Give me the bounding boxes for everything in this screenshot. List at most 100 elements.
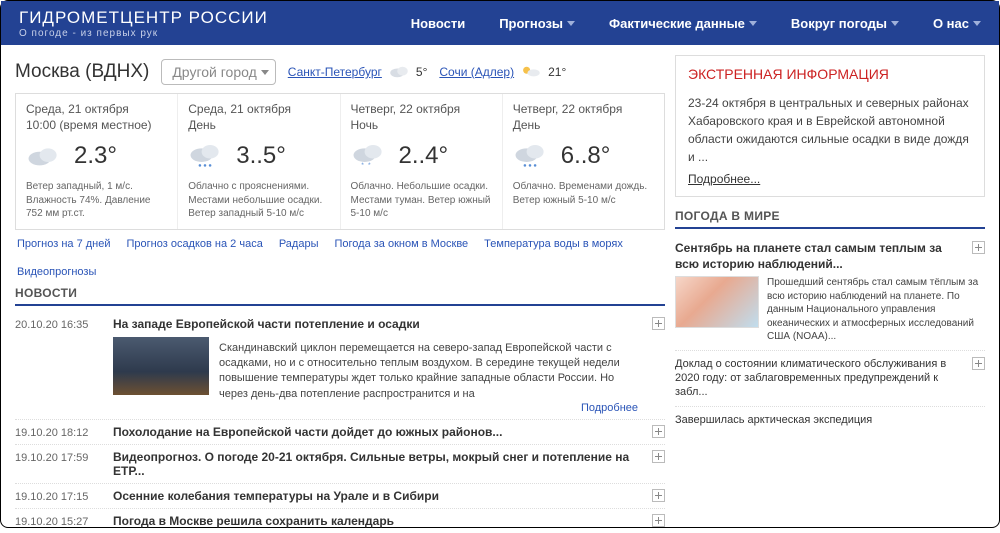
news-title[interactable]: Похолодание на Европейской части дойдет … (113, 425, 642, 439)
forecast-sub: День (513, 118, 654, 132)
expand-icon[interactable] (652, 425, 665, 438)
nav-label: Прогнозы (499, 16, 563, 31)
nav-label: Фактические данные (609, 16, 745, 31)
alert-box: ЭКСТРЕННАЯ ИНФОРМАЦИЯ 23-24 октября в це… (675, 55, 985, 197)
forecast-cell[interactable]: Среда, 21 октября 10:00 (время местное) … (16, 94, 178, 229)
news-title[interactable]: Видеопрогноз. О погоде 20-21 октября. Си… (113, 450, 642, 478)
world-item: Доклад о состоянии климатического обслуж… (675, 351, 985, 407)
news-item: 19.10.20 18:12 Похолодание на Европейско… (15, 420, 665, 445)
forecast-row: Среда, 21 октября 10:00 (время местное) … (15, 93, 665, 230)
alert-more-link[interactable]: Подробнее... (688, 172, 760, 186)
sun-cloud-icon (520, 65, 542, 79)
news-body: Скандинавский циклон перемещается на сев… (219, 341, 642, 403)
cloud-icon (388, 65, 410, 79)
link-radars[interactable]: Радары (279, 238, 319, 250)
expand-icon[interactable] (652, 317, 665, 330)
city-selector-label: Другой город (172, 64, 256, 80)
news-title[interactable]: На западе Европейской части потепление и… (113, 317, 642, 331)
nav-news[interactable]: Новости (411, 16, 466, 31)
cloud-icon (26, 142, 60, 170)
chevron-down-icon (567, 21, 575, 26)
link-sea-temp[interactable]: Температура воды в морях (484, 238, 623, 250)
world-title[interactable]: Доклад о состоянии климатического обслуж… (675, 357, 966, 400)
link-7-day[interactable]: Прогноз на 7 дней (17, 238, 111, 250)
forecast-date: Среда, 21 октября (26, 102, 167, 116)
forecast-temp: 2..4° (399, 142, 449, 170)
forecast-desc: Ветер западный, 1 м/с. Влажность 74%. Да… (26, 180, 167, 221)
logo-block: ГИДРОМЕТЦЕНТР РОССИИ О погоде - из первы… (19, 8, 268, 39)
expand-icon[interactable] (652, 514, 665, 527)
news-item: 19.10.20 17:15 Осенние колебания темпера… (15, 484, 665, 509)
cloud-snow-icon: ** (351, 142, 385, 170)
world-title[interactable]: Завершилась арктическая экспедиция (675, 413, 985, 427)
quick-city-spb: Санкт-Петербург 5° (288, 65, 428, 79)
quick-city-temp: 21° (548, 65, 566, 79)
link-video[interactable]: Видеопрогнозы (17, 266, 96, 278)
forecast-temp: 2.3° (74, 142, 117, 170)
link-window-moscow[interactable]: Погода за окном в Москве (334, 238, 468, 250)
expand-icon[interactable] (972, 241, 985, 254)
main-nav: Новости Прогнозы Фактические данные Вокр… (411, 16, 981, 31)
news-title[interactable]: Осенние колебания температуры на Урале и… (113, 489, 642, 503)
quick-city-link[interactable]: Сочи (Адлер) (439, 65, 514, 79)
expand-icon[interactable] (652, 450, 665, 463)
news-item: 19.10.20 17:59 Видеопрогноз. О погоде 20… (15, 445, 665, 484)
news-time: 19.10.20 17:59 (15, 450, 103, 464)
site-header: ГИДРОМЕТЦЕНТР РОССИИ О погоде - из первы… (1, 1, 999, 45)
quick-city-link[interactable]: Санкт-Петербург (288, 65, 382, 79)
nav-label: Новости (411, 16, 466, 31)
forecast-cell[interactable]: Четверг, 22 октября Ночь ** 2..4° Облачн… (341, 94, 503, 229)
link-precip-2h[interactable]: Прогноз осадков на 2 часа (127, 238, 263, 250)
news-thumbnail (113, 337, 209, 395)
forecast-desc: Облачно. Небольшие осадки. Местами туман… (351, 180, 492, 221)
nav-label: О нас (933, 16, 969, 31)
world-title[interactable]: Сентябрь на планете стал самым теплым за… (675, 241, 966, 272)
forecast-temp: 6..8° (561, 142, 611, 170)
cloud-rain-icon (513, 142, 547, 170)
forecast-cell[interactable]: Среда, 21 октября День 3..5° Облачно с п… (178, 94, 340, 229)
city-selector[interactable]: Другой город (161, 59, 275, 85)
news-time: 19.10.20 18:12 (15, 425, 103, 439)
forecast-links: Прогноз на 7 дней Прогноз осадков на 2 ч… (15, 230, 665, 286)
news-title[interactable]: Погода в Москве решила сохранить календа… (113, 514, 642, 528)
world-featured: Сентябрь на планете стал самым теплым за… (675, 235, 985, 351)
news-more-link[interactable]: Подробнее (581, 402, 638, 414)
nav-actual-data[interactable]: Фактические данные (609, 16, 757, 31)
world-item: Завершилась арктическая экспедиция (675, 407, 985, 433)
expand-icon[interactable] (972, 357, 985, 370)
svg-text:*: * (361, 162, 364, 169)
nav-around-weather[interactable]: Вокруг погоды (791, 16, 899, 31)
forecast-sub: Ночь (351, 118, 492, 132)
current-city: Москва (ВДНХ) (15, 61, 149, 83)
news-featured: 20.10.20 16:35 На западе Европейской час… (15, 312, 665, 421)
cloud-rain-icon (188, 142, 222, 170)
forecast-sub: День (188, 118, 329, 132)
news-time: 20.10.20 16:35 (15, 317, 103, 331)
chevron-down-icon (749, 21, 757, 26)
site-title: ГИДРОМЕТЦЕНТР РОССИИ (19, 8, 268, 28)
chevron-down-icon (891, 21, 899, 26)
world-section-title: ПОГОДА В МИРЕ (675, 209, 985, 229)
news-item: 19.10.20 15:27 Погода в Москве решила со… (15, 509, 665, 533)
forecast-date: Четверг, 22 октября (513, 102, 654, 116)
expand-icon[interactable] (652, 489, 665, 502)
forecast-temp: 3..5° (236, 142, 286, 170)
chevron-down-icon (973, 21, 981, 26)
svg-text:*: * (368, 162, 371, 169)
nav-forecasts[interactable]: Прогнозы (499, 16, 575, 31)
world-body: Прошедший сентябрь стал самым тёплым за … (767, 276, 985, 344)
forecast-sub: 10:00 (время местное) (26, 118, 167, 132)
nav-label: Вокруг погоды (791, 16, 887, 31)
news-time: 19.10.20 15:27 (15, 514, 103, 528)
forecast-desc: Облачно с прояснениями. Местами небольши… (188, 180, 329, 221)
nav-about[interactable]: О нас (933, 16, 981, 31)
quick-city-sochi: Сочи (Адлер) 21° (439, 65, 566, 79)
alert-body: 23-24 октября в центральных и северных р… (688, 94, 972, 166)
world-thumbnail (675, 276, 759, 328)
forecast-cell[interactable]: Четверг, 22 октября День 6..8° Облачно. … (503, 94, 664, 229)
news-time: 19.10.20 17:15 (15, 489, 103, 503)
site-subtitle: О погоде - из первых рук (19, 28, 268, 39)
alert-title: ЭКСТРЕННАЯ ИНФОРМАЦИЯ (688, 66, 972, 82)
forecast-date: Среда, 21 октября (188, 102, 329, 116)
forecast-desc: Облачно. Временами дождь. Ветер южный 5-… (513, 180, 654, 207)
